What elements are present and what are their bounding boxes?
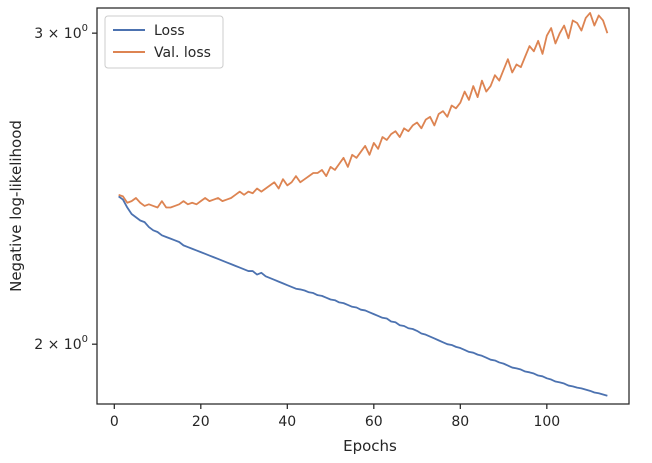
plot-area	[97, 8, 629, 404]
series-line-val-loss	[118, 12, 609, 209]
y-tick-label: 2 × 100	[34, 334, 88, 353]
x-tick-label: 0	[110, 414, 119, 430]
x-tick-label: 60	[365, 414, 383, 430]
x-tick-label: 20	[192, 414, 210, 430]
series-layer	[118, 12, 609, 397]
legend-label-val-loss: Val. loss	[154, 45, 211, 61]
y-axis-title: Negative log-likelihood	[7, 120, 25, 292]
x-tick-label: 40	[278, 414, 296, 430]
x-axis: 0 20 40 60 80 100	[110, 404, 560, 430]
x-tick-label: 100	[533, 414, 560, 430]
plot-frame	[96, 7, 630, 405]
x-axis-title: Epochs	[343, 437, 397, 455]
y-axis: 2 × 100 3 × 100	[34, 23, 97, 353]
legend: Loss Val. loss	[104, 15, 224, 69]
y-tick-label: 3 × 100	[34, 23, 88, 42]
legend-label-loss: Loss	[154, 23, 185, 39]
x-tick-label: 80	[451, 414, 469, 430]
series-line-loss	[118, 195, 608, 397]
